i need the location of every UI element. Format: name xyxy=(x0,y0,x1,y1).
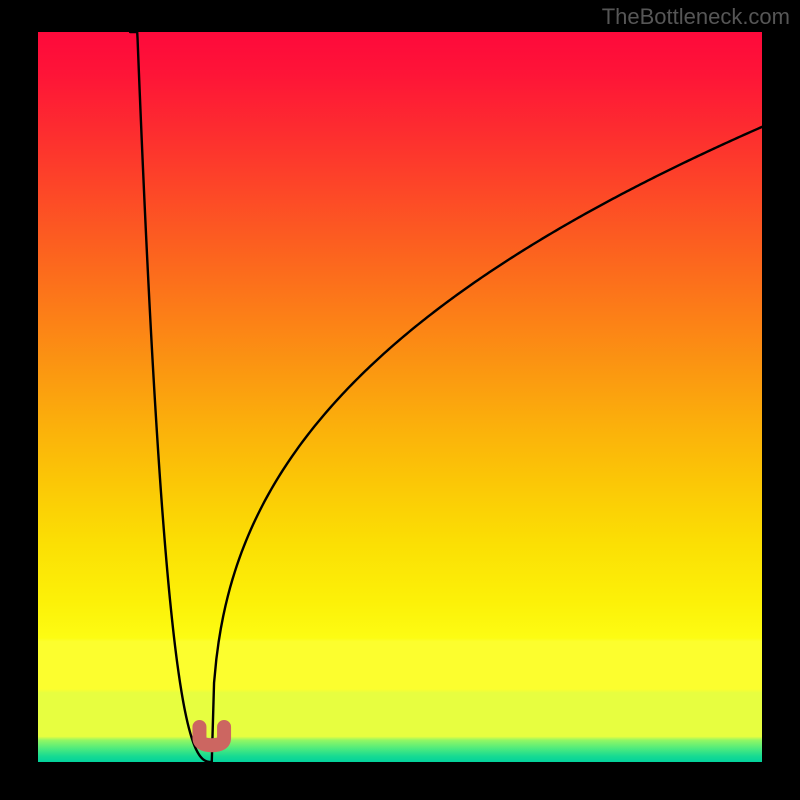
plot-gradient-background xyxy=(38,32,762,762)
chart-stage: TheBottleneck.com xyxy=(0,0,800,800)
chart-svg xyxy=(0,0,800,800)
